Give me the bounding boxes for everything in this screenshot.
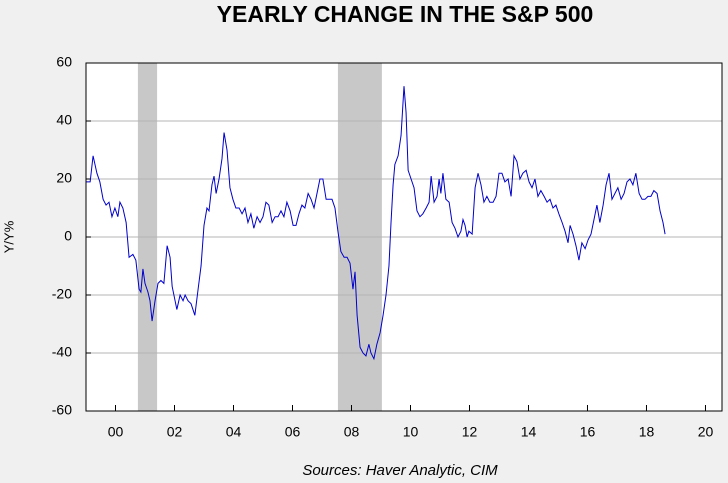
x-tick-label: 10 [403, 424, 419, 440]
y-tick-label: 20 [56, 170, 72, 186]
y-tick-label: -60 [52, 402, 72, 418]
x-tick-label: 06 [285, 424, 301, 440]
x-tick-label: 14 [521, 424, 537, 440]
source-note: Sources: Haver Analytic, CIM [302, 462, 498, 479]
y-tick-label: -20 [52, 286, 72, 302]
x-tick-label: 20 [698, 424, 714, 440]
data-line [86, 86, 666, 361]
chart-title: YEARLY CHANGE IN THE S&P 500 [217, 1, 594, 27]
y-tick-label: 60 [56, 54, 72, 70]
x-tick-label: 12 [462, 424, 478, 440]
x-tick-label: 02 [167, 424, 183, 440]
plot-border [85, 62, 723, 412]
x-tick-label: 04 [226, 424, 242, 440]
x-tick-label: 18 [639, 424, 655, 440]
x-tick-label: 16 [580, 424, 596, 440]
x-tick-label: 08 [344, 424, 360, 440]
y-tick-label: -40 [52, 344, 72, 360]
x-tick-label: 00 [108, 424, 124, 440]
y-axis-label: Y/Y% [1, 220, 16, 253]
y-tick-label: 0 [64, 228, 72, 244]
y-tick-label: 40 [56, 112, 72, 128]
